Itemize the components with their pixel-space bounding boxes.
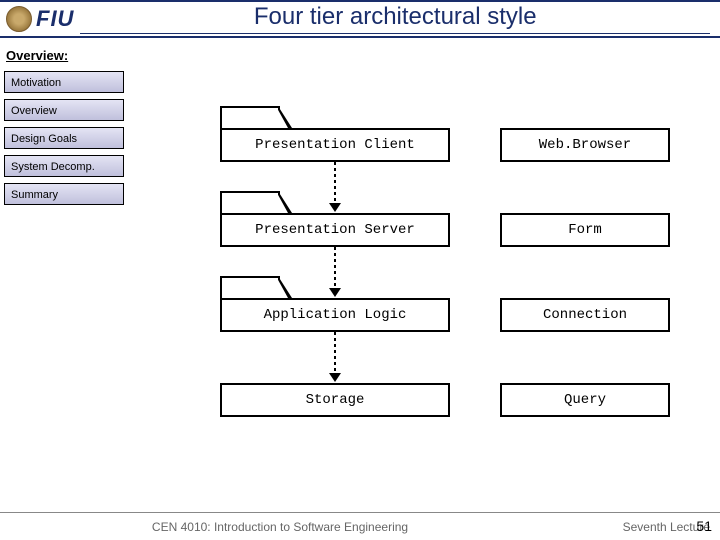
package-tab-icon xyxy=(220,276,280,298)
logo-area: FIU xyxy=(0,6,80,32)
sidebar-section-label: Overview: xyxy=(6,48,124,63)
tier-application-logic: Application Logic xyxy=(220,298,450,332)
header-bar: FIU Four tier architectural style xyxy=(0,0,720,38)
package-tab-icon xyxy=(220,191,280,213)
tier-presentation-server: Presentation Server xyxy=(220,213,450,247)
arrow-down-icon xyxy=(334,162,336,204)
tier-storage: Storage xyxy=(220,383,450,417)
architecture-diagram: Presentation Client Web.Browser Presenta… xyxy=(130,38,720,508)
page-number: 51 xyxy=(696,518,712,534)
arrow-down-icon xyxy=(334,332,336,374)
footer: CEN 4010: Introduction to Software Engin… xyxy=(0,512,720,540)
nav-overview[interactable]: Overview xyxy=(4,99,124,121)
sidebar: Overview: Motivation Overview Design Goa… xyxy=(0,38,130,508)
example-webbrowser: Web.Browser xyxy=(500,128,670,162)
page-title: Four tier architectural style xyxy=(80,3,710,34)
arrow-down-icon xyxy=(334,247,336,289)
nav-design-goals[interactable]: Design Goals xyxy=(4,127,124,149)
footer-course: CEN 4010: Introduction to Software Engin… xyxy=(10,520,550,534)
body: Overview: Motivation Overview Design Goa… xyxy=(0,38,720,508)
university-seal-icon xyxy=(6,6,32,32)
tier-presentation-client: Presentation Client xyxy=(220,128,450,162)
example-query: Query xyxy=(500,383,670,417)
example-connection: Connection xyxy=(500,298,670,332)
nav-motivation[interactable]: Motivation xyxy=(4,71,124,93)
logo-text: FIU xyxy=(36,6,74,32)
example-form: Form xyxy=(500,213,670,247)
footer-lecture: Seventh Lecture xyxy=(550,520,710,534)
package-tab-icon xyxy=(220,106,280,128)
nav-system-decomp[interactable]: System Decomp. xyxy=(4,155,124,177)
nav-summary[interactable]: Summary xyxy=(4,183,124,205)
